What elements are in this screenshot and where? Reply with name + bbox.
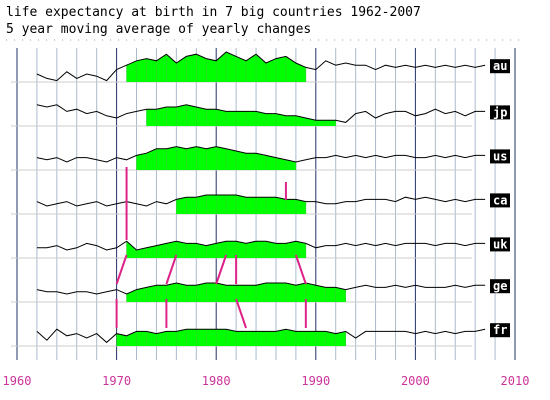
label-badge xyxy=(490,237,510,252)
country-label-us: us xyxy=(490,149,510,164)
x-axis-ticks: 1960 1970 1980 1990 2000 2010 xyxy=(3,374,530,388)
x-tick-label: 2000 xyxy=(401,374,430,388)
annotation-links xyxy=(115,167,307,329)
panel-jp xyxy=(11,104,486,127)
annotation-link xyxy=(165,254,178,285)
series-line-us xyxy=(36,146,486,163)
country-label-ge: ge xyxy=(490,279,510,294)
country-label-au: au xyxy=(490,59,510,74)
label-badge xyxy=(490,59,510,74)
country-label-ca: ca xyxy=(490,193,510,208)
x-tick-label: 2010 xyxy=(501,374,530,388)
label-text: ge xyxy=(493,279,507,293)
label-text: uk xyxy=(493,237,508,251)
panel-us xyxy=(11,146,486,171)
annotation-link xyxy=(215,254,228,285)
panel-fr xyxy=(11,328,486,347)
chart-title: life expectancy at birth in 7 big countr… xyxy=(6,5,421,20)
label-badge xyxy=(490,105,510,120)
x-tick-label: 1990 xyxy=(301,374,330,388)
x-tick-label: 1970 xyxy=(102,374,131,388)
country-label-jp: jp xyxy=(490,105,510,120)
panel-uk xyxy=(11,240,486,259)
country-label-uk: uk xyxy=(490,237,510,252)
series-line-ca xyxy=(36,194,486,207)
series-line-jp xyxy=(36,104,486,123)
highlight-area-ca xyxy=(176,195,306,214)
x-tick-label: 1960 xyxy=(3,374,32,388)
annotation-link xyxy=(115,254,128,285)
panel-ca xyxy=(11,194,486,215)
series-line-fr xyxy=(36,328,486,344)
series-line-au xyxy=(36,51,486,82)
panel-au xyxy=(11,51,486,83)
highlight-area-fr xyxy=(116,329,346,346)
label-text: fr xyxy=(493,323,507,337)
label-badge xyxy=(490,149,510,164)
label-text: us xyxy=(493,149,507,163)
series-line-uk xyxy=(36,240,486,251)
country-panels xyxy=(11,51,486,347)
label-badge xyxy=(490,323,510,338)
label-text: ca xyxy=(493,193,507,207)
label-text: jp xyxy=(493,105,507,119)
x-tick-label: 1980 xyxy=(202,374,231,388)
label-badge xyxy=(490,193,510,208)
label-badge xyxy=(490,279,510,294)
chart-subtitle: 5 year moving average of yearly changes xyxy=(6,22,311,37)
series-line-ge xyxy=(36,282,486,295)
country-labels: au jp us ca uk ge fr xyxy=(490,59,510,338)
annotation-link xyxy=(294,254,307,285)
label-text: au xyxy=(493,59,507,73)
highlight-area-jp xyxy=(146,104,336,126)
country-label-fr: fr xyxy=(490,323,510,338)
panel-ge xyxy=(11,282,486,303)
annotation-link xyxy=(235,298,248,329)
